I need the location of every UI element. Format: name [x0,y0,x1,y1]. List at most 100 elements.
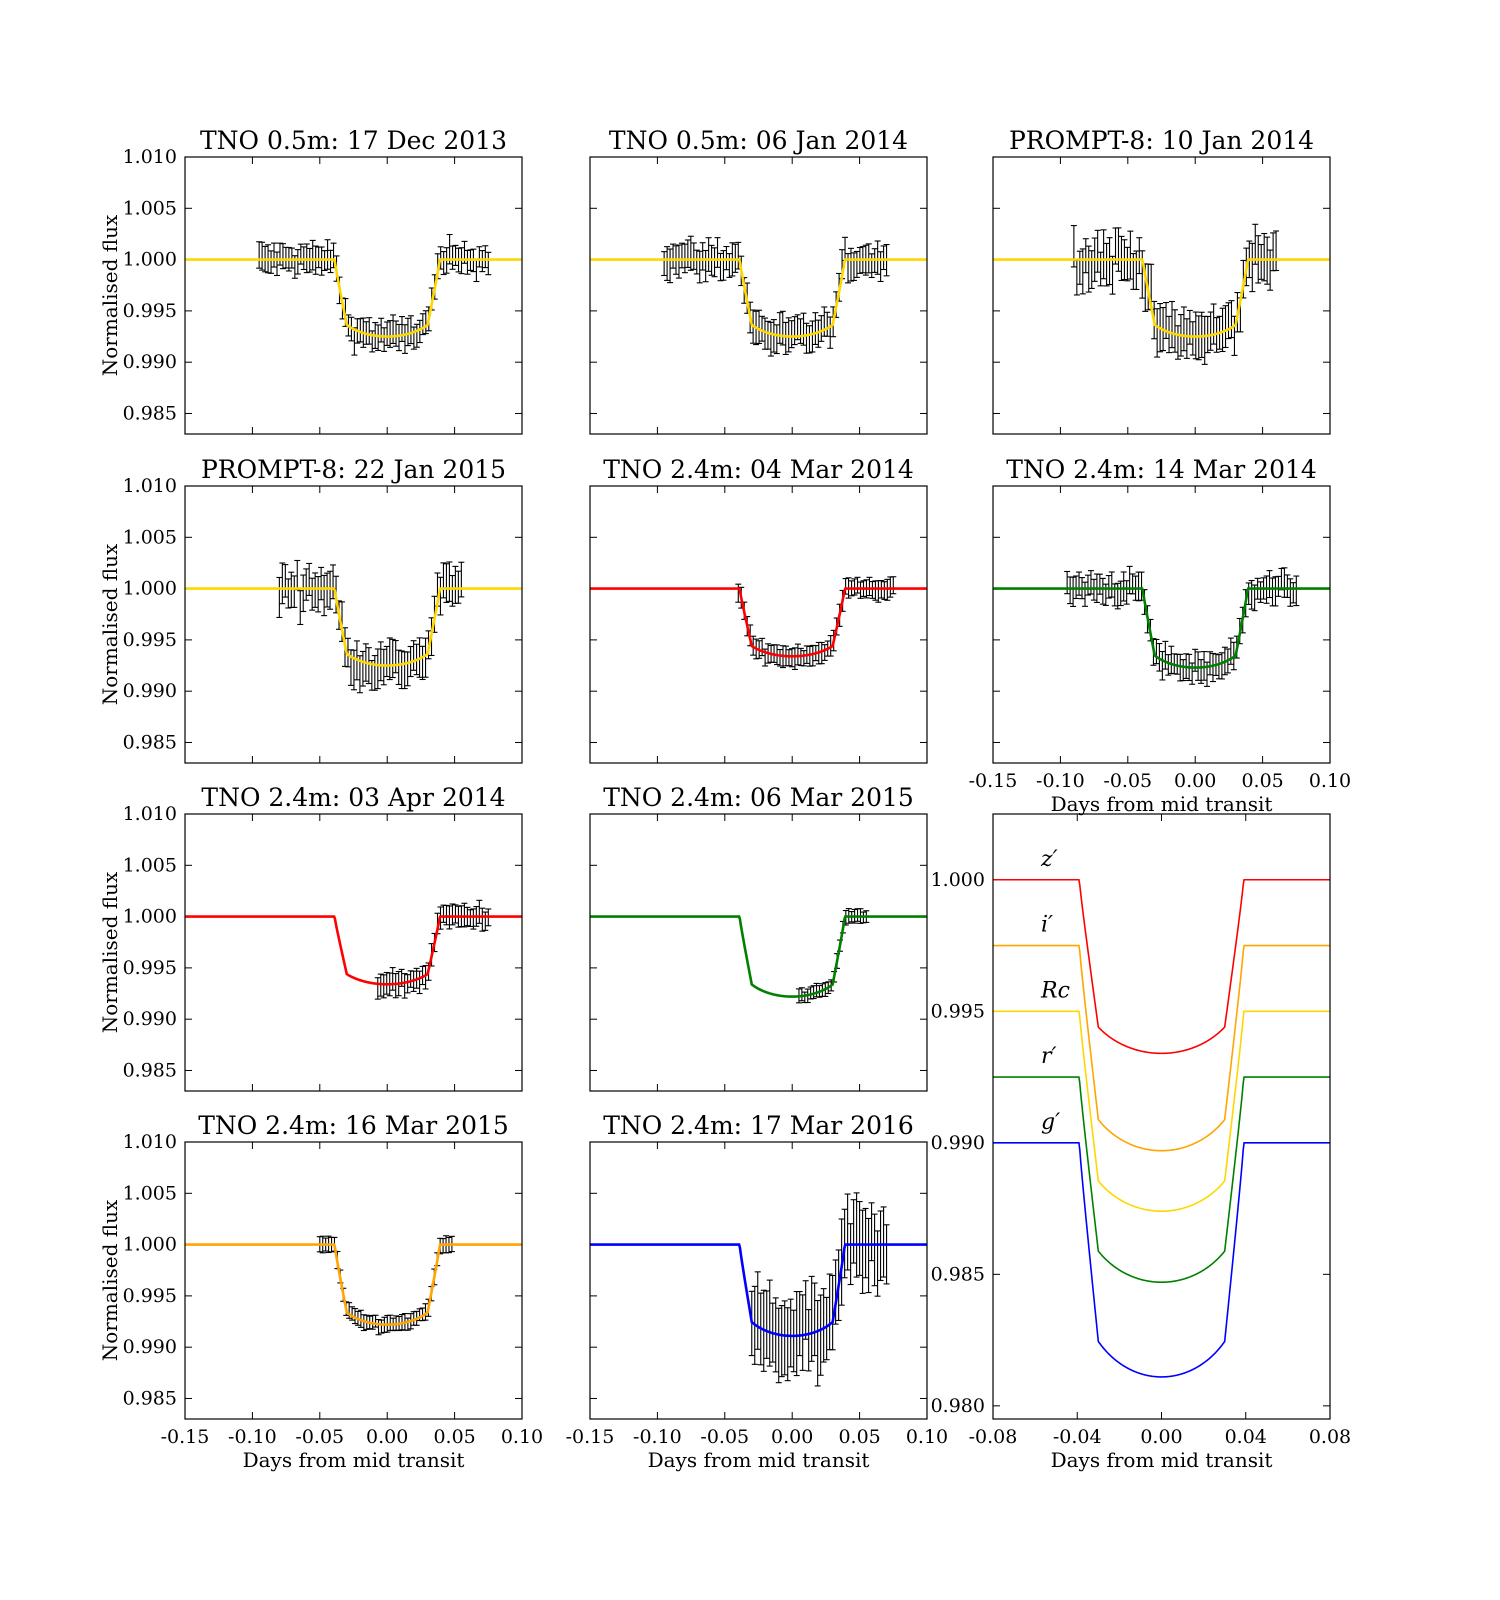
data-point [788,648,795,668]
y-tick-label: 0.985 [123,731,177,753]
data-point [467,909,474,928]
data-point [309,239,316,271]
panel-title: PROMPT-8: 10 Jan 2014 [1009,126,1314,155]
data-point [702,249,709,283]
data-point [482,245,489,269]
data-point [416,319,423,344]
data-point [271,242,278,268]
data-point [799,1294,806,1371]
data-point [714,237,721,268]
band-label: Rc [1040,978,1070,1003]
data-point [401,973,408,999]
data-point [452,565,459,604]
data-point [392,639,399,674]
data-point [880,245,887,271]
data-point [847,247,854,282]
data-point [1129,573,1136,595]
model-curve [590,258,927,338]
data-point [1109,255,1116,295]
data-point [359,650,366,687]
data-point [375,324,382,352]
x-tick-label: -0.08 [969,1426,1018,1448]
y-tick-label: 0.995 [123,1285,177,1307]
x-tick-label: -0.04 [1053,1426,1102,1448]
y-tick-label: 1.005 [123,197,177,219]
model-curve [185,587,522,667]
data-point [820,1288,827,1363]
data-point [315,576,322,613]
data-point [1105,574,1112,599]
data-point [294,559,301,591]
y-tick-label: 0.990 [123,1336,177,1358]
y-tick-label: 1.010 [123,146,177,168]
y-tick-label: 1.000 [123,1234,177,1256]
data-point [422,1303,429,1321]
data-point [1272,576,1279,607]
data-point [387,1314,394,1331]
data-point [1073,259,1080,296]
panel-title: TNO 0.5m: 06 Jan 2014 [609,126,908,155]
model-series-1 [993,878,1330,1055]
data-point [857,581,864,599]
x-tick-label: 0.10 [501,1426,543,1448]
y-tick-label: 0.995 [123,300,177,322]
data-point [449,903,456,926]
data-point [777,649,784,667]
data-point [422,965,429,990]
data-point [754,1271,761,1350]
data-point [670,243,677,269]
data-point [401,651,408,690]
data-point [790,1309,797,1373]
band-label: i′ [1041,913,1053,938]
data-point [419,313,426,336]
plot-area [185,899,522,1000]
data-point [375,1318,382,1336]
data-point [1162,640,1169,670]
plot-area [185,1235,522,1336]
data-point [389,967,396,991]
data-point [845,253,852,284]
data-point [1087,570,1094,595]
x-tick-label: -0.05 [1103,770,1152,792]
data-point [805,1309,812,1372]
data-point [767,321,774,357]
data-point [381,327,388,352]
data-point [850,252,857,281]
data-point [778,1305,785,1378]
data-point [684,239,691,268]
data-point [1269,577,1276,607]
data-point [1084,574,1091,596]
data-point [446,561,453,602]
data-point [1124,246,1131,282]
data-point [288,247,295,269]
data-point [413,323,420,348]
data-point [1081,581,1088,607]
data-point [1198,659,1205,684]
panel-frame [184,156,523,435]
data-point [1076,250,1083,285]
y-tick-label: 0.990 [123,351,177,373]
data-point [866,576,873,597]
data-point [440,562,447,599]
data-point [773,324,780,355]
data-point [398,316,405,343]
panel-5: TNO 2.4m: 04 Mar 2014 [589,455,928,764]
data-point [1115,227,1122,272]
data-point [1127,230,1134,280]
data-point [781,1300,788,1376]
data-point [661,251,668,277]
data-point [827,316,834,349]
panel-frame [184,1141,523,1420]
y-tick-label: 1.000 [123,578,177,600]
data-point [380,648,387,686]
y-tick-label: 0.995 [123,629,177,651]
data-point [1097,251,1104,287]
data-point [759,637,766,657]
data-point [309,577,316,611]
panel-title: TNO 2.4m: 06 Mar 2015 [603,783,914,812]
x-tick-label: -0.10 [1036,770,1085,792]
data-point [315,246,322,269]
data-point [396,323,403,352]
data-point [871,1213,878,1287]
plot-area [590,1192,927,1387]
